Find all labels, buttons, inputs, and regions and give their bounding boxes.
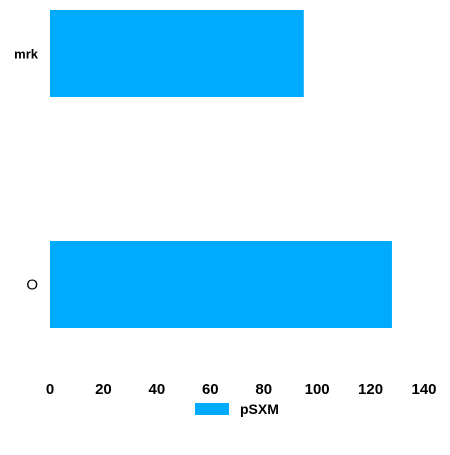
y-axis-labels: mrk O [14, 47, 39, 294]
bars-layer [50, 10, 392, 328]
x-tick-label: 140 [411, 381, 436, 398]
y-tick-label-O: O [26, 277, 38, 294]
x-tick-label: 0 [46, 381, 54, 398]
x-tick-label: 100 [305, 381, 330, 398]
bar-O [50, 241, 392, 328]
y-tick-label-mrk: mrk [14, 47, 39, 62]
x-tick-label: 60 [202, 381, 219, 398]
legend-label: pSXM [240, 401, 279, 417]
bar-mrk [50, 10, 304, 97]
x-axis-tick-labels: 0 20 40 60 80 100 120 140 [46, 381, 437, 398]
legend: pSXM [195, 401, 279, 417]
legend-swatch [195, 403, 229, 415]
x-tick-label: 120 [358, 381, 383, 398]
x-tick-label: 80 [255, 381, 272, 398]
x-tick-label: 40 [149, 381, 166, 398]
x-tick-label: 20 [95, 381, 112, 398]
